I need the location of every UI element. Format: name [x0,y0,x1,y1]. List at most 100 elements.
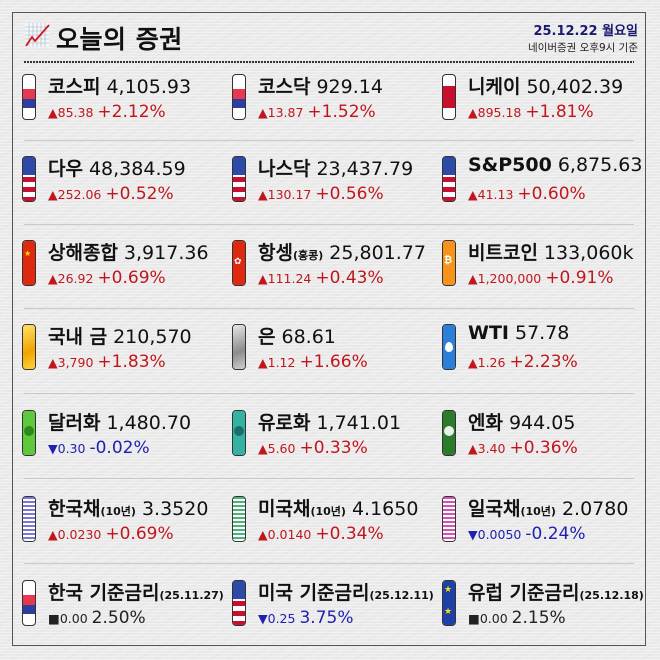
change-percent: +2.23% [509,352,578,372]
market-value: 25,801.77 [329,242,426,264]
change-line: ▲1.12 +1.66% [258,352,368,372]
change-amount: 0.0050 [477,527,522,542]
gold-bar-icon [22,324,36,370]
market-item: 나스닥 23,437.79 ▲130.17 +0.56% [222,152,427,222]
korea-flag-icon [22,74,36,120]
market-value: 944.05 [508,412,576,434]
market-value: 6,875.63 [557,154,643,176]
change-percent: +2.12% [97,102,166,122]
market-name: 일국채(10년) 2.0780 [468,498,629,520]
change-line: ▼0.25 3.75% [258,608,353,628]
change-line: ▲111.24 +0.43% [258,268,384,288]
market-item: 은 68.61 ▲1.12 +1.66% [222,320,427,390]
change-arrow-icon: ▲ [258,187,268,202]
change-line: ▲130.17 +0.56% [258,184,384,204]
market-value: 57.78 [515,322,570,344]
change-arrow-icon: ▼ [258,611,268,626]
change-amount: 1.12 [267,355,296,370]
change-percent: +0.56% [315,184,384,204]
change-arrow-icon: ▲ [258,441,268,456]
market-name: 비트코인 133,060k [468,242,634,264]
change-line: ▲26.92 +0.69% [48,268,166,288]
change-amount: 111.24 [267,271,312,286]
header-divider [24,61,634,63]
market-name-suffix: (25.11.27) [159,589,224,602]
japan-bond-icon [442,496,456,542]
change-percent: +1.52% [307,102,376,122]
change-amount: 0.30 [57,441,86,456]
market-name: 코스닥 929.14 [258,76,383,98]
change-percent: 2.15% [511,608,566,628]
market-name-suffix: (25.12.18) [579,589,644,602]
market-name: 나스닥 23,437.79 [258,158,414,180]
change-percent: +0.69% [97,268,166,288]
market-name: 한국 기준금리(25.11.27) [48,582,224,604]
market-item: 미국채(10년) 4.1650 ▲0.0140 +0.34% [222,492,427,562]
change-percent: -0.24% [525,524,586,544]
change-percent: +0.33% [299,438,368,458]
market-item: WTI 57.78 ▲1.26 +2.23% [432,320,637,390]
market-value: 4,105.93 [106,76,192,98]
change-percent: +1.83% [97,352,166,372]
change-amount: 13.87 [267,105,304,120]
market-name: 유럽 기준금리(25.12.18) [468,582,644,604]
change-arrow-icon: ▲ [48,105,58,120]
silver-bar-icon [232,324,246,370]
market-item: 일국채(10년) 2.0780 ▼0.0050 -0.24% [432,492,637,562]
market-item: ₿ 비트코인 133,060k ▲1,200,000 +0.91% [432,236,637,306]
change-arrow-icon: ▲ [468,187,478,202]
market-item: 미국 기준금리(25.12.11) ▼0.25 3.75% [222,576,434,646]
market-value: 133,060k [543,242,634,264]
market-item: 한국채(10년) 3.3520 ▲0.0230 +0.69% [12,492,217,562]
change-percent: +0.36% [509,438,578,458]
yen-bill-icon [442,410,456,456]
change-line: ▲13.87 +1.52% [258,102,376,122]
change-line: ▲0.0230 +0.69% [48,524,174,544]
market-value: 210,570 [113,326,192,348]
market-name: 상해종합 3,917.36 [48,242,209,264]
market-item: 한국 기준금리(25.11.27) ■0.00 2.50% [12,576,224,646]
us-bond-icon [232,496,246,542]
change-arrow-icon: ▲ [258,105,268,120]
change-arrow-icon: ▲ [468,441,478,456]
market-value: 48,384.59 [88,158,186,180]
us-flag-icon [232,580,246,626]
data-source: 네이버증권 오후9시 기준 [528,42,638,54]
change-line: ▲895.18 +1.81% [468,102,594,122]
report-date: 25.12.22 월요일 [533,24,638,39]
korea-bond-icon [22,496,36,542]
change-amount: 130.17 [267,187,312,202]
change-amount: 5.60 [267,441,296,456]
market-item: ★ ★ 유럽 기준금리(25.12.18) ■0.00 2.15% [432,576,644,646]
market-value: 50,402.39 [526,76,624,98]
change-arrow-icon: ▲ [468,105,478,120]
market-item: 유로화 1,741.01 ▲5.60 +0.33% [222,406,427,476]
change-line: ▼0.30 -0.02% [48,438,150,458]
change-arrow-icon: ▲ [48,527,58,542]
euro-bill-icon [232,410,246,456]
bitcoin-icon: ₿ [442,240,456,286]
market-value: 4.1650 [351,498,419,520]
market-name: S&P500 6,875.63 [468,154,643,176]
card-frame [12,12,646,646]
hongkong-flag-icon: ✿ [232,240,246,286]
row-divider [24,224,634,225]
change-percent: +0.91% [545,268,614,288]
market-name: 국내 금 210,570 [48,326,192,348]
change-arrow-icon: ■ [468,611,480,626]
korea-flag-icon [232,74,246,120]
change-amount: 85.38 [57,105,94,120]
change-line: ▲85.38 +2.12% [48,102,166,122]
change-arrow-icon: ▲ [48,271,58,286]
row-divider [24,308,634,309]
market-item: 코스피 4,105.93 ▲85.38 +2.12% [12,70,217,140]
change-amount: 895.18 [477,105,522,120]
change-percent: +1.81% [525,102,594,122]
market-item: 니케이 50,402.39 ▲895.18 +1.81% [432,70,637,140]
change-percent: +0.69% [105,524,174,544]
change-arrow-icon: ▼ [468,527,478,542]
oil-drop-icon [442,324,456,370]
change-line: ■0.00 2.15% [468,608,566,628]
market-item: 달러화 1,480.70 ▼0.30 -0.02% [12,406,217,476]
change-amount: 0.0140 [267,527,312,542]
